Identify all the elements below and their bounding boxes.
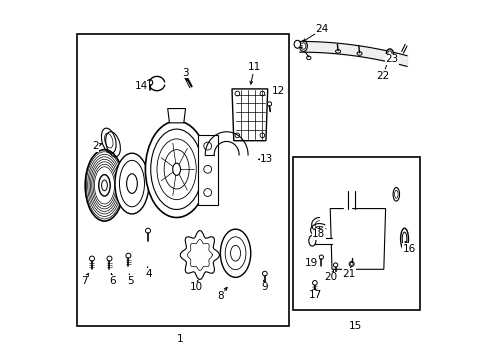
- Text: 14: 14: [135, 81, 148, 91]
- Ellipse shape: [183, 73, 187, 78]
- Ellipse shape: [99, 175, 110, 196]
- Ellipse shape: [107, 256, 112, 261]
- Ellipse shape: [115, 153, 149, 214]
- Ellipse shape: [145, 228, 150, 233]
- Text: 2: 2: [92, 141, 99, 151]
- Text: 1: 1: [177, 334, 183, 344]
- Ellipse shape: [319, 255, 323, 259]
- Polygon shape: [329, 208, 385, 269]
- Ellipse shape: [220, 229, 250, 277]
- Text: 21: 21: [342, 269, 355, 279]
- Ellipse shape: [145, 121, 207, 217]
- Ellipse shape: [126, 174, 137, 193]
- Ellipse shape: [333, 263, 337, 267]
- Text: 18: 18: [311, 229, 325, 239]
- Ellipse shape: [400, 228, 407, 249]
- Ellipse shape: [125, 253, 131, 258]
- Text: 4: 4: [145, 269, 152, 279]
- Text: 5: 5: [127, 276, 134, 286]
- Text: 8: 8: [217, 291, 223, 301]
- Ellipse shape: [262, 271, 266, 276]
- Text: 11: 11: [247, 63, 261, 72]
- Ellipse shape: [294, 40, 300, 48]
- Ellipse shape: [392, 188, 399, 201]
- Text: 7: 7: [81, 276, 88, 286]
- Text: 22: 22: [376, 71, 389, 81]
- Text: 6: 6: [109, 276, 116, 286]
- Polygon shape: [198, 135, 217, 205]
- Text: 3: 3: [182, 68, 188, 78]
- Ellipse shape: [308, 235, 315, 246]
- Ellipse shape: [312, 280, 317, 285]
- Polygon shape: [231, 89, 267, 141]
- Text: 9: 9: [261, 282, 267, 292]
- Ellipse shape: [172, 163, 180, 175]
- Text: 12: 12: [271, 86, 285, 96]
- Ellipse shape: [267, 102, 271, 106]
- Ellipse shape: [348, 261, 353, 266]
- Text: 15: 15: [348, 321, 361, 332]
- Text: 16: 16: [402, 244, 415, 253]
- Ellipse shape: [89, 256, 94, 261]
- Text: 24: 24: [315, 24, 328, 34]
- Text: 17: 17: [308, 290, 321, 300]
- Text: 23: 23: [384, 54, 398, 64]
- Ellipse shape: [85, 150, 123, 221]
- Text: 19: 19: [305, 258, 318, 268]
- Polygon shape: [167, 109, 185, 123]
- Text: 13: 13: [260, 154, 273, 164]
- Ellipse shape: [147, 80, 152, 85]
- Text: 20: 20: [324, 272, 337, 282]
- Text: 10: 10: [189, 282, 203, 292]
- Ellipse shape: [386, 49, 393, 59]
- Ellipse shape: [299, 41, 307, 51]
